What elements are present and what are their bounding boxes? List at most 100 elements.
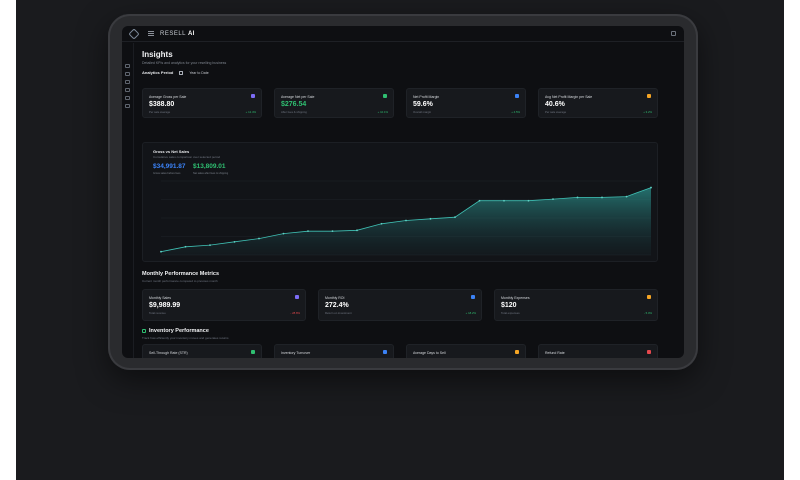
- dashboard-icon[interactable]: [125, 64, 130, 68]
- monthly-sub: Total expenses: [501, 311, 520, 315]
- chart-point: [552, 198, 554, 200]
- chart-point: [258, 237, 260, 240]
- chart-point: [160, 250, 162, 253]
- inventory-title: Inventory Turnover: [281, 351, 311, 355]
- chart-point: [209, 244, 211, 247]
- monthly-section-subtitle: Current month performance compared to pr…: [142, 279, 218, 283]
- kpi-sub: Overall margin: [413, 110, 432, 114]
- gross-vs-net-chart: Gross vs Net Sales Cumulative sales comp…: [142, 142, 658, 262]
- inventory-card-str: Sell-Through Rate (STR): [142, 344, 262, 358]
- tablet-frame: RESELL AI Insights Detailed KPIs and ana…: [108, 14, 698, 370]
- chart-point: [527, 199, 530, 202]
- kpi-value: 40.6%: [545, 101, 565, 108]
- menu-icon[interactable]: [148, 31, 154, 36]
- brand-logo: RESELL AI: [160, 30, 195, 37]
- inventory-title: Average Days to Sell: [413, 351, 446, 355]
- kpi-title: Average Net per Sale: [281, 95, 315, 99]
- settings-nav-icon[interactable]: [125, 104, 130, 108]
- monthly-value: $120: [501, 302, 517, 309]
- kpi-card-net-margin: Net Profit Margin 59.6% Overall margin +…: [406, 88, 526, 118]
- monthly-card-expenses: Monthly Expenses $120 Total expenses - 5…: [494, 289, 658, 321]
- period-selector[interactable]: Year to Date: [189, 70, 209, 75]
- app-screen: RESELL AI Insights Detailed KPIs and ana…: [122, 26, 684, 358]
- monthly-title: Monthly Sales: [149, 296, 171, 300]
- monthly-sub: Return on investment: [325, 311, 352, 315]
- chart-point: [331, 230, 334, 233]
- insights-icon[interactable]: [125, 96, 130, 100]
- kpi-trend: + 3.2%: [643, 110, 652, 114]
- chart-point: [503, 199, 505, 202]
- page-subtitle: Detailed KPIs and analytics for your res…: [142, 61, 227, 65]
- refresh-icon: [383, 350, 387, 354]
- sales-icon[interactable]: [125, 80, 130, 84]
- gross-total: $34,991.87: [153, 163, 186, 170]
- settings-icon[interactable]: [671, 31, 676, 36]
- trend-icon: [471, 295, 475, 299]
- kpi-sub: Per sale average: [149, 110, 171, 114]
- monthly-section-title: Monthly Performance Metrics: [142, 271, 220, 277]
- calendar-icon[interactable]: [179, 70, 184, 75]
- sidebar: [122, 43, 134, 358]
- kpi-card-avg-margin: Avg Net Profit Margin per Sale 40.6% Per…: [538, 88, 658, 118]
- monthly-trend: + 18.2%: [465, 311, 476, 315]
- top-bar: RESELL AI: [122, 26, 684, 42]
- kpi-trend: + 12.4%: [245, 110, 256, 114]
- kpi-value: $388.80: [149, 101, 175, 108]
- kpi-card-avg-net: Average Net per Sale $276.54 After fees …: [274, 88, 394, 118]
- monthly-value: $9,989.99: [149, 302, 181, 309]
- inventory-title: Refund Rate: [545, 351, 565, 355]
- chart-point: [282, 232, 285, 235]
- undo-icon: [647, 350, 651, 354]
- chart-plot: [160, 180, 652, 256]
- inventory-icon[interactable]: [125, 72, 130, 76]
- net-total: $13,809.01: [193, 163, 226, 170]
- kpi-title: Average Gross per Sale: [149, 95, 187, 99]
- inventory-title: Sell-Through Rate (STR): [149, 351, 188, 355]
- chart-point: [576, 196, 579, 199]
- chart-point: [307, 230, 309, 233]
- dollar-icon: [251, 94, 255, 98]
- kpi-title: Avg Net Profit Margin per Sale: [545, 95, 593, 99]
- chart-point: [601, 196, 603, 199]
- kpi-value: $276.54: [281, 101, 307, 108]
- expenses-icon[interactable]: [125, 88, 130, 92]
- kpi-card-avg-gross: Average Gross per Sale $388.80 Per sale …: [142, 88, 262, 118]
- chart-point: [184, 245, 187, 248]
- kpi-trend: + 10.1%: [377, 110, 388, 114]
- monthly-card-sales: Monthly Sales $9,989.99 Total revenue - …: [142, 289, 306, 321]
- monthly-title: Monthly Expenses: [501, 296, 530, 300]
- inventory-card-days: Average Days to Sell: [406, 344, 526, 358]
- chart-point: [478, 199, 481, 202]
- chart-title: Gross vs Net Sales: [153, 149, 190, 154]
- logo-icon: [128, 27, 140, 40]
- chart-icon: [647, 94, 651, 98]
- chart-point: [650, 186, 652, 189]
- trend-icon: [383, 94, 387, 98]
- net-caption: Net sales after fees & shipping: [193, 172, 229, 175]
- inventory-section-icon: [142, 329, 146, 333]
- kpi-trend: + 4.5%: [511, 110, 520, 114]
- inventory-card-turnover: Inventory Turnover: [274, 344, 394, 358]
- monthly-trend: - 5.0%: [643, 311, 652, 315]
- receipt-icon: [647, 295, 651, 299]
- inventory-card-refund: Refund Rate: [538, 344, 658, 358]
- chart-point: [356, 229, 358, 232]
- monthly-trend: - 28.8%: [290, 311, 300, 315]
- monthly-title: Monthly ROI: [325, 296, 345, 300]
- inventory-section-subtitle: Track how efficiently your inventory mov…: [142, 336, 229, 340]
- kpi-value: 59.6%: [413, 101, 433, 108]
- chart-point: [454, 216, 456, 219]
- dollar-icon: [295, 295, 299, 299]
- gross-caption: Gross sales before fees: [153, 172, 181, 175]
- monthly-card-roi: Monthly ROI 272.4% Return on investment …: [318, 289, 482, 321]
- kpi-title: Net Profit Margin: [413, 95, 440, 99]
- kpi-sub: Per sale average: [545, 110, 567, 114]
- box-icon: [251, 350, 255, 354]
- chart-point: [380, 222, 383, 225]
- chart-point: [233, 240, 236, 243]
- percent-icon: [515, 94, 519, 98]
- chart-point: [625, 195, 628, 198]
- monthly-sub: Total revenue: [149, 311, 166, 315]
- page-title: Insights: [142, 50, 173, 59]
- period-label: Analytics Period: [142, 70, 174, 75]
